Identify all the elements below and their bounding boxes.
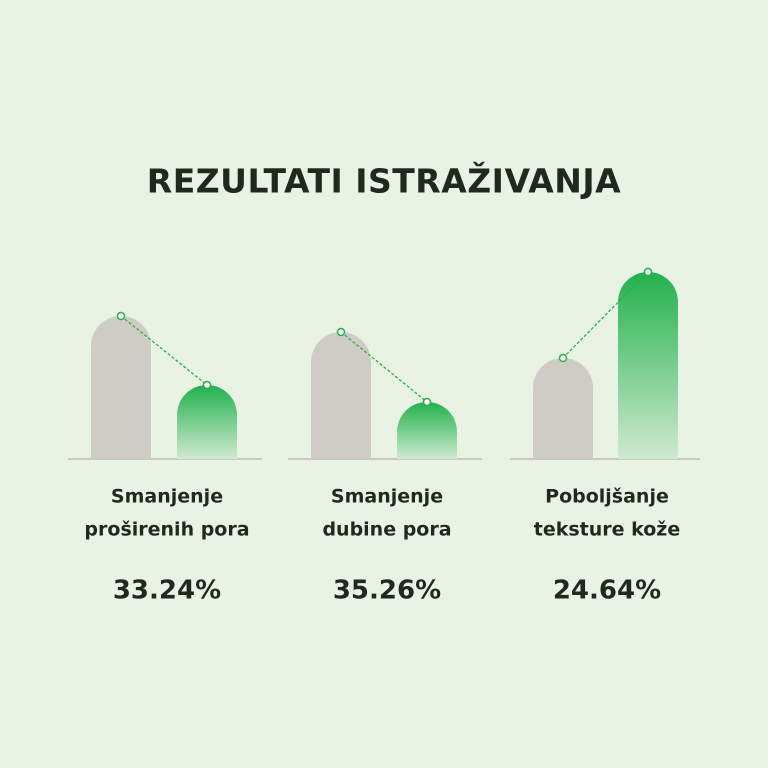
chart-label: proširenih pora: [84, 519, 249, 541]
trend-line: [562, 271, 649, 359]
marker-dot: [116, 311, 126, 321]
bar: [618, 272, 678, 459]
trend-line: [120, 315, 208, 386]
chart-label: dubine pora: [322, 519, 451, 541]
percentage: 35.26%: [333, 576, 441, 606]
chart-label: Poboljšanje: [545, 486, 669, 508]
bar: [177, 385, 237, 459]
trend-line: [340, 331, 428, 403]
percentage: 24.64%: [553, 576, 661, 606]
marker-dot: [643, 267, 653, 277]
marker-dot: [202, 380, 212, 390]
chart-label: teksture kože: [534, 519, 681, 541]
chart-label: Smanjenje: [111, 486, 223, 508]
marker-dot: [558, 353, 568, 363]
marker-dot: [336, 327, 346, 337]
bar: [397, 402, 457, 459]
bar: [533, 358, 593, 459]
marker-dot: [422, 397, 432, 407]
bar: [311, 332, 371, 459]
bar: [91, 316, 151, 459]
chart-label: Smanjenje: [331, 486, 443, 508]
page-title: REZULTATI ISTRAŽIVANJA: [147, 161, 621, 201]
percentage: 33.24%: [113, 576, 221, 606]
